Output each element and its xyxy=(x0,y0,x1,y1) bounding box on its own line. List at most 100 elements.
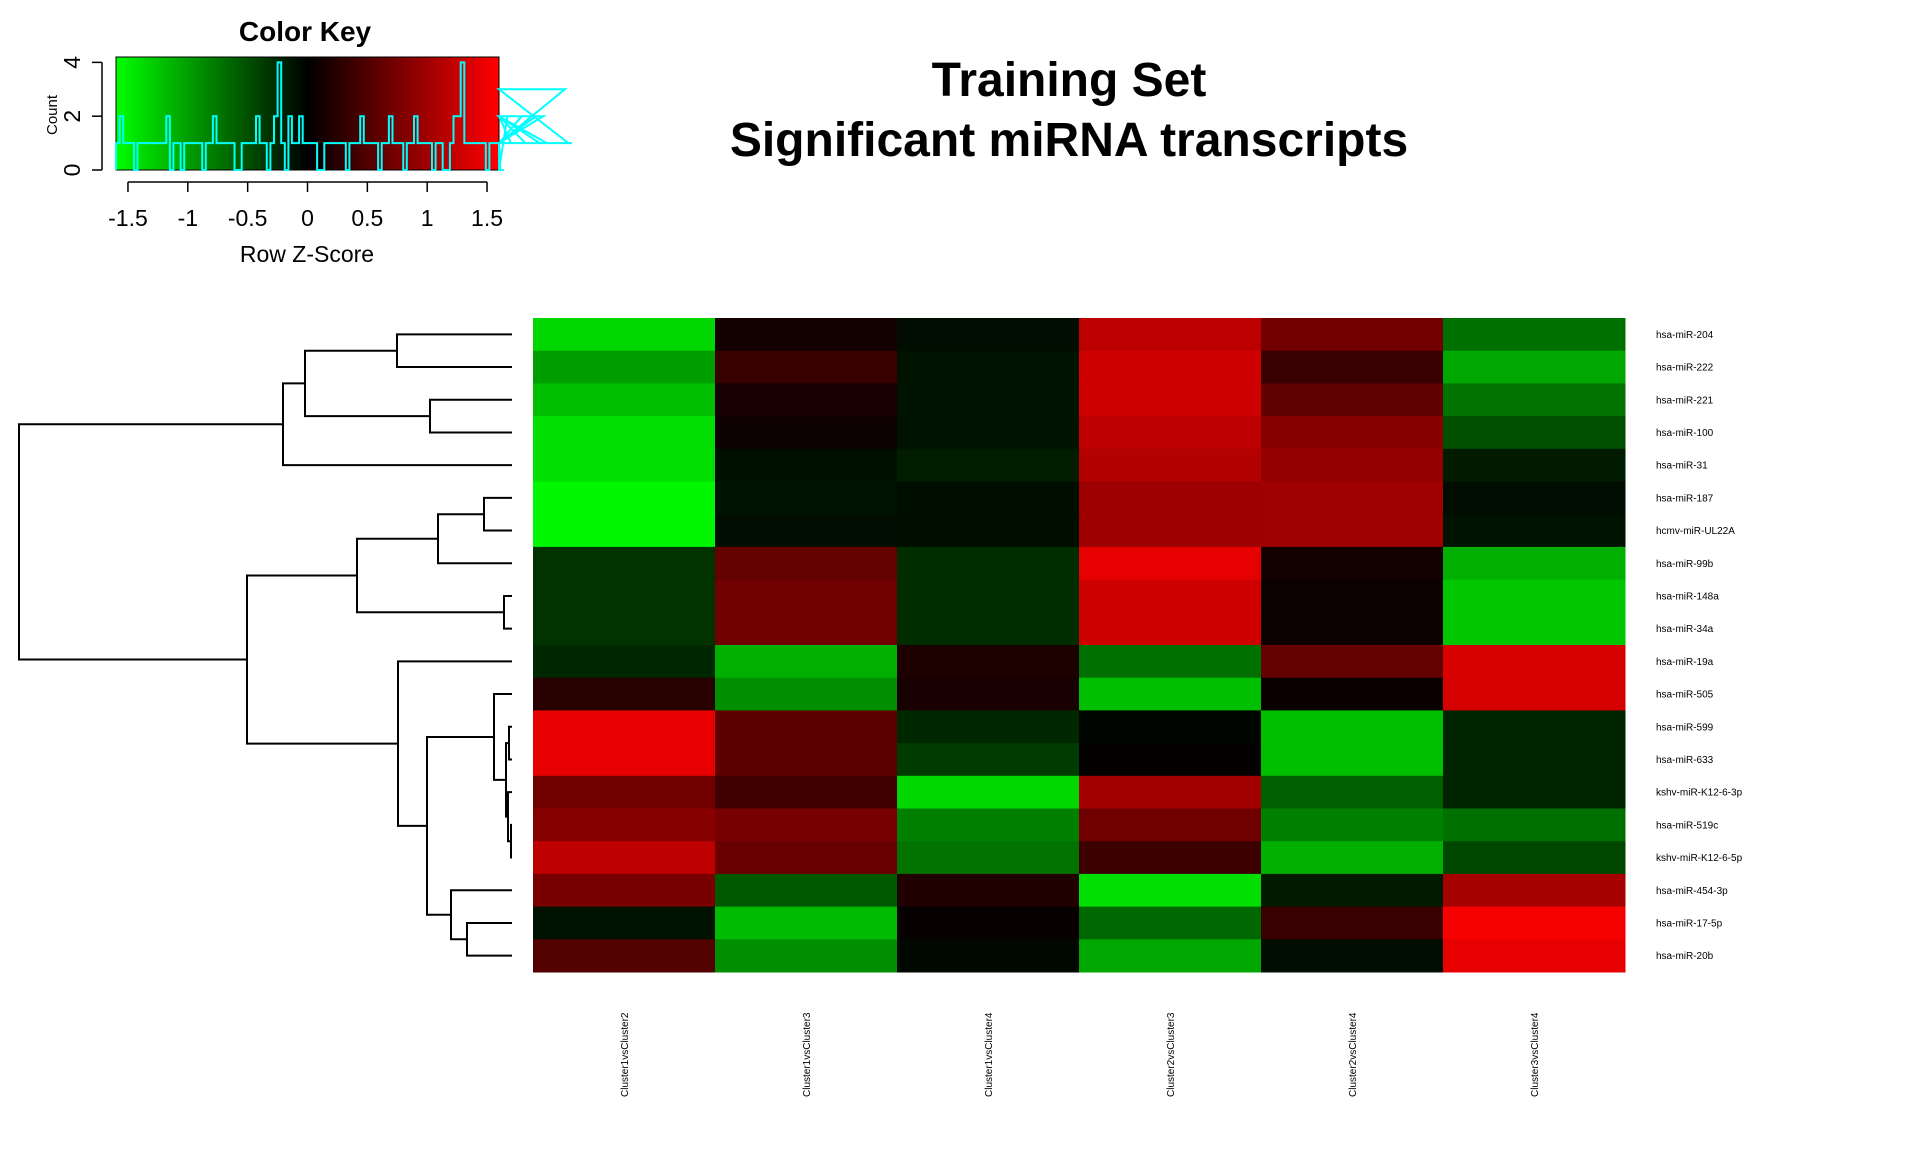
heatmap-cell xyxy=(1261,808,1444,842)
heatmap-cell xyxy=(897,514,1080,548)
heatmap-cell xyxy=(1261,546,1444,581)
heatmap-cell xyxy=(1443,677,1626,711)
heatmap-cell xyxy=(1079,645,1262,679)
heatmap-cell xyxy=(715,481,898,515)
heatmap-cell xyxy=(897,612,1080,646)
row-label: hsa-miR-454-3p xyxy=(1656,886,1728,897)
heatmap-cell xyxy=(1079,906,1262,940)
heatmap-cell xyxy=(715,383,898,417)
heatmap-cell xyxy=(897,546,1080,581)
heatmap-cell xyxy=(533,318,716,352)
row-label: hsa-miR-19a xyxy=(1656,657,1714,668)
heatmap-cell xyxy=(1079,677,1262,711)
color-key-y-axis: 0 2 4 xyxy=(59,56,103,176)
dendrogram-branch xyxy=(510,823,512,859)
dendrogram-branch xyxy=(246,574,398,745)
color-key-x-label: Row Z-Score xyxy=(240,241,374,267)
heatmap-cell xyxy=(897,775,1080,809)
heatmap-cell xyxy=(533,906,716,940)
row-label: hsa-miR-99b xyxy=(1656,559,1714,570)
heatmap-cell xyxy=(1443,579,1626,613)
heatmap-cell xyxy=(1079,775,1262,809)
heatmap-cell xyxy=(715,808,898,842)
color-key-x-tick: 0 xyxy=(301,205,314,231)
heatmap-cell xyxy=(533,873,716,908)
heatmap-cell xyxy=(1079,939,1262,973)
row-label: hsa-miR-505 xyxy=(1656,690,1714,701)
dendrogram-branch xyxy=(450,889,512,941)
dendrogram-branch xyxy=(508,725,512,761)
color-key-y-tick: 4 xyxy=(59,56,85,69)
row-label: hsa-miR-31 xyxy=(1656,461,1708,472)
heatmap-cell xyxy=(1261,612,1444,646)
row-label: hsa-miR-17-5p xyxy=(1656,919,1723,930)
heatmap-cell xyxy=(715,743,898,777)
dendrogram-branch xyxy=(426,735,494,916)
heatmap-cell xyxy=(1079,873,1262,908)
column-label: Cluster2vsCluster4 xyxy=(1348,1012,1359,1097)
heatmap-cell xyxy=(1443,743,1626,777)
dendrogram-branch xyxy=(466,921,512,957)
heatmap-cell xyxy=(1261,448,1444,482)
color-key-y-tick: 2 xyxy=(59,110,85,123)
row-labels: hsa-miR-204 hsa-miR-222 hsa-miR-221 hsa-miR… xyxy=(1656,330,1743,962)
heatmap-grid xyxy=(533,318,1626,973)
heatmap-cell xyxy=(1261,350,1444,384)
heatmap-cell xyxy=(1079,579,1262,613)
heatmap-cell xyxy=(715,318,898,352)
row-label: kshv-miR-K12-6-5p xyxy=(1656,853,1743,864)
dendrogram-branch xyxy=(304,349,430,418)
row-label: hsa-miR-222 xyxy=(1656,363,1714,374)
heatmap-cell xyxy=(533,514,716,548)
heatmap-cell xyxy=(897,448,1080,482)
heatmap-cell xyxy=(715,579,898,613)
color-key-x-tick: 1 xyxy=(421,205,434,231)
color-key-x-tick: 1.5 xyxy=(471,205,503,231)
heatmap-cell xyxy=(897,710,1080,744)
heatmap-cell xyxy=(897,841,1080,875)
heatmap-cell xyxy=(1079,710,1262,744)
heatmap-cell xyxy=(715,906,898,940)
heatmap-cell xyxy=(715,350,898,384)
heatmap-cell xyxy=(533,612,716,646)
row-label: hsa-miR-20b xyxy=(1656,951,1714,962)
heatmap-cell xyxy=(1443,873,1626,908)
row-label: hsa-miR-187 xyxy=(1656,493,1714,504)
heatmap-cell xyxy=(715,514,898,548)
heatmap-cell xyxy=(533,383,716,417)
column-label: Cluster1vsCluster4 xyxy=(984,1012,995,1097)
dendrogram-branch xyxy=(503,594,512,630)
heatmap-cell xyxy=(1079,350,1262,384)
heatmap-cell xyxy=(1079,546,1262,581)
heatmap-cell xyxy=(533,416,716,450)
heatmap-cell xyxy=(1261,841,1444,875)
heatmap-cell xyxy=(1079,416,1262,450)
dendrogram-branch xyxy=(429,398,512,434)
dendrogram-branch xyxy=(437,513,512,565)
heatmap-cell xyxy=(715,873,898,908)
heatmap-cell xyxy=(1443,448,1626,482)
heatmap-cell xyxy=(897,416,1080,450)
heatmap-cell xyxy=(897,645,1080,679)
heatmap-cell xyxy=(1079,808,1262,842)
color-key-x-tick: -1.5 xyxy=(108,205,148,231)
heatmap-cell xyxy=(1443,350,1626,384)
heatmap-cell xyxy=(533,546,716,581)
row-dendrogram xyxy=(18,333,512,957)
heatmap-cell xyxy=(715,677,898,711)
heatmap-cell xyxy=(1261,775,1444,809)
heatmap-cell xyxy=(1443,514,1626,548)
heatmap-cell xyxy=(533,775,716,809)
heatmap-cell xyxy=(1079,514,1262,548)
row-label: hsa-miR-633 xyxy=(1656,755,1714,766)
heatmap-cell xyxy=(1261,383,1444,417)
row-label: hsa-miR-221 xyxy=(1656,395,1714,406)
color-key-x-tick: -0.5 xyxy=(228,205,268,231)
heatmap-cell xyxy=(533,448,716,482)
heatmap-cell xyxy=(1443,318,1626,352)
heatmap-cell xyxy=(715,546,898,581)
heatmap-cell xyxy=(1261,481,1444,515)
heatmap-cell xyxy=(1443,612,1626,646)
heatmap-cell xyxy=(533,841,716,875)
column-label: Cluster3vsCluster4 xyxy=(1530,1012,1541,1097)
